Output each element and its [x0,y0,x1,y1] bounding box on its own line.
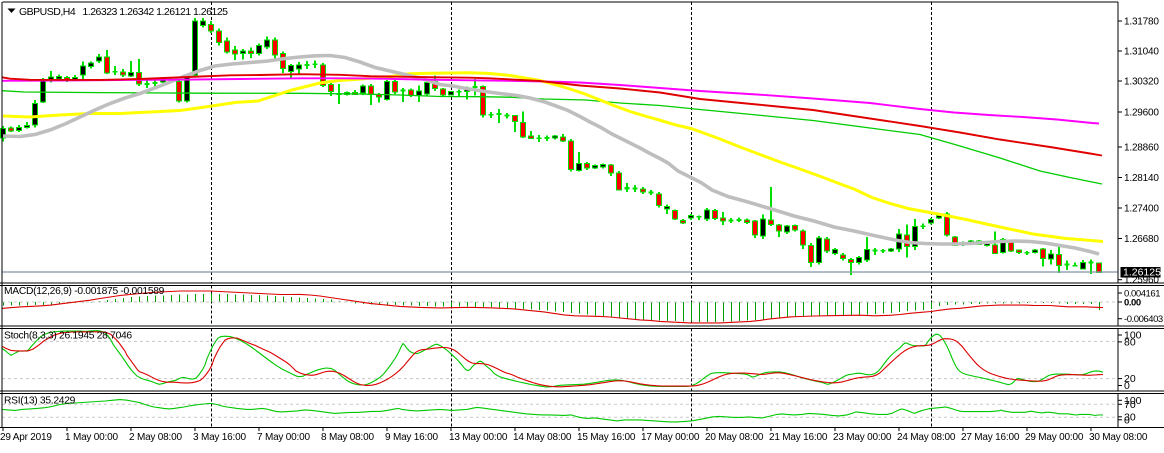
svg-text:24 May 08:00: 24 May 08:00 [897,432,956,443]
svg-text:14 May 08:00: 14 May 08:00 [513,432,572,443]
svg-text:1.31040: 1.31040 [1124,47,1159,58]
svg-text:1.28860: 1.28860 [1124,143,1159,154]
svg-text:0.00: 0.00 [1124,298,1141,309]
svg-text:21 May 16:00: 21 May 16:00 [769,432,828,443]
svg-text:1.31780: 1.31780 [1124,17,1159,28]
svg-text:0: 0 [1124,414,1130,426]
svg-text:0.004161: 0.004161 [1124,289,1160,300]
svg-text:30 May 08:00: 30 May 08:00 [1089,432,1148,443]
svg-text:29 Apr 2019: 29 Apr 2019 [0,432,52,443]
svg-text:9 May 16:00: 9 May 16:00 [385,432,438,443]
svg-text:30: 30 [1124,411,1136,423]
svg-text:1.30320: 1.30320 [1124,77,1159,88]
svg-text:15 May 16:00: 15 May 16:00 [577,432,636,443]
svg-text:8 May 08:00: 8 May 08:00 [321,432,374,443]
svg-text:17 May 00:00: 17 May 00:00 [641,432,700,443]
svg-text:100: 100 [1124,395,1142,407]
svg-text:2 May 08:00: 2 May 08:00 [129,432,182,443]
svg-text:20 May 08:00: 20 May 08:00 [705,432,764,443]
svg-text:1.28140: 1.28140 [1124,173,1159,184]
svg-text:23 May 00:00: 23 May 00:00 [833,432,892,443]
svg-text:70: 70 [1124,399,1136,411]
svg-text:13 May 00:00: 13 May 00:00 [449,432,508,443]
svg-text:1.29600: 1.29600 [1124,108,1159,119]
svg-text:GBPUSD,H4 1.26323 1.26342 1.: GBPUSD,H4 1.26323 1.26342 1.26121 1.2612… [19,6,228,18]
svg-text:7 May 00:00: 7 May 00:00 [257,432,310,443]
svg-text:100: 100 [1124,330,1142,342]
svg-text:-0.006403: -0.006403 [1124,314,1163,325]
svg-text:1 May 00:00: 1 May 00:00 [65,432,118,443]
svg-text:1.27400: 1.27400 [1124,204,1159,215]
svg-text:1.25960: 1.25960 [1124,275,1159,286]
svg-text:27 May 16:00: 27 May 16:00 [961,432,1020,443]
svg-text:1.26680: 1.26680 [1124,234,1159,245]
svg-text:80: 80 [1124,336,1136,348]
svg-text:1.26125: 1.26125 [1123,267,1161,279]
svg-text:RSI(13) 35.2429: RSI(13) 35.2429 [4,396,76,407]
svg-text:20: 20 [1124,373,1136,385]
svg-text:Stoch(8,3,3) 26.1945 28.7046: Stoch(8,3,3) 26.1945 28.7046 [4,331,132,342]
svg-text:MACD(12,26,9) -0.001875 -0.001: MACD(12,26,9) -0.001875 -0.001589 [4,286,165,297]
svg-text:3 May 16:00: 3 May 16:00 [193,432,246,443]
svg-text:29 May 00:00: 29 May 00:00 [1025,432,1084,443]
svg-text:0: 0 [1124,380,1130,392]
